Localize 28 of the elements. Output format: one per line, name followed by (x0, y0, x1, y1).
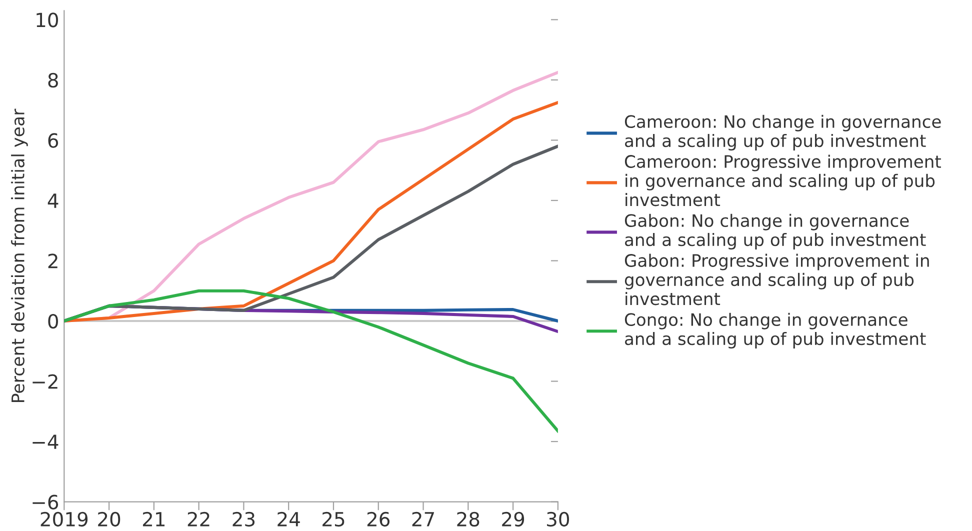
y-tick-label: −6 (32, 494, 58, 510)
x-tick-label: 25 (322, 512, 344, 527)
x-tick-label: 28 (457, 512, 480, 527)
x-tick-label: 29 (502, 512, 524, 527)
x-tick-label: 24 (278, 512, 300, 526)
y-tick-label: 2 (48, 254, 58, 268)
legend-label: Cameroon: No change in governance and a scaling up of pub investment (624, 114, 941, 150)
y-tick-label: 6 (48, 133, 58, 148)
legend-label: Gabon: Progressive improvement in governance and scaling up of pub investment (624, 254, 929, 306)
x-tick-label: 27 (412, 512, 434, 526)
x-tick-label: 22 (188, 512, 210, 526)
y-tick-label: −2 (32, 374, 58, 389)
y-tick-label: −4 (32, 434, 58, 449)
x-tick-label: 20 (98, 512, 120, 527)
line-series (64, 289, 558, 433)
y-tick-label: 8 (48, 72, 58, 88)
x-tick-label: 23 (232, 512, 255, 527)
legend-label: Congo: No change in governance and a scaling up of pub investment (624, 312, 926, 348)
legend-label: Gabon: No change in governance and a scaling up of pub investment (624, 214, 926, 250)
x-tick-label: 2019 (40, 512, 88, 527)
x-tick-label: 30 (547, 512, 570, 527)
x-tick-label: 26 (367, 512, 390, 527)
y-tick-label: 10 (36, 12, 58, 28)
y-tick-label: 0 (48, 314, 58, 329)
legend-label: Cameroon: Progressive improvement in governance and scaling up of pub investment (624, 154, 941, 206)
y-tick-label: 4 (48, 194, 58, 208)
x-tick-label: 21 (142, 512, 165, 526)
y-axis-title: Percent deviation from initial year (11, 108, 28, 402)
